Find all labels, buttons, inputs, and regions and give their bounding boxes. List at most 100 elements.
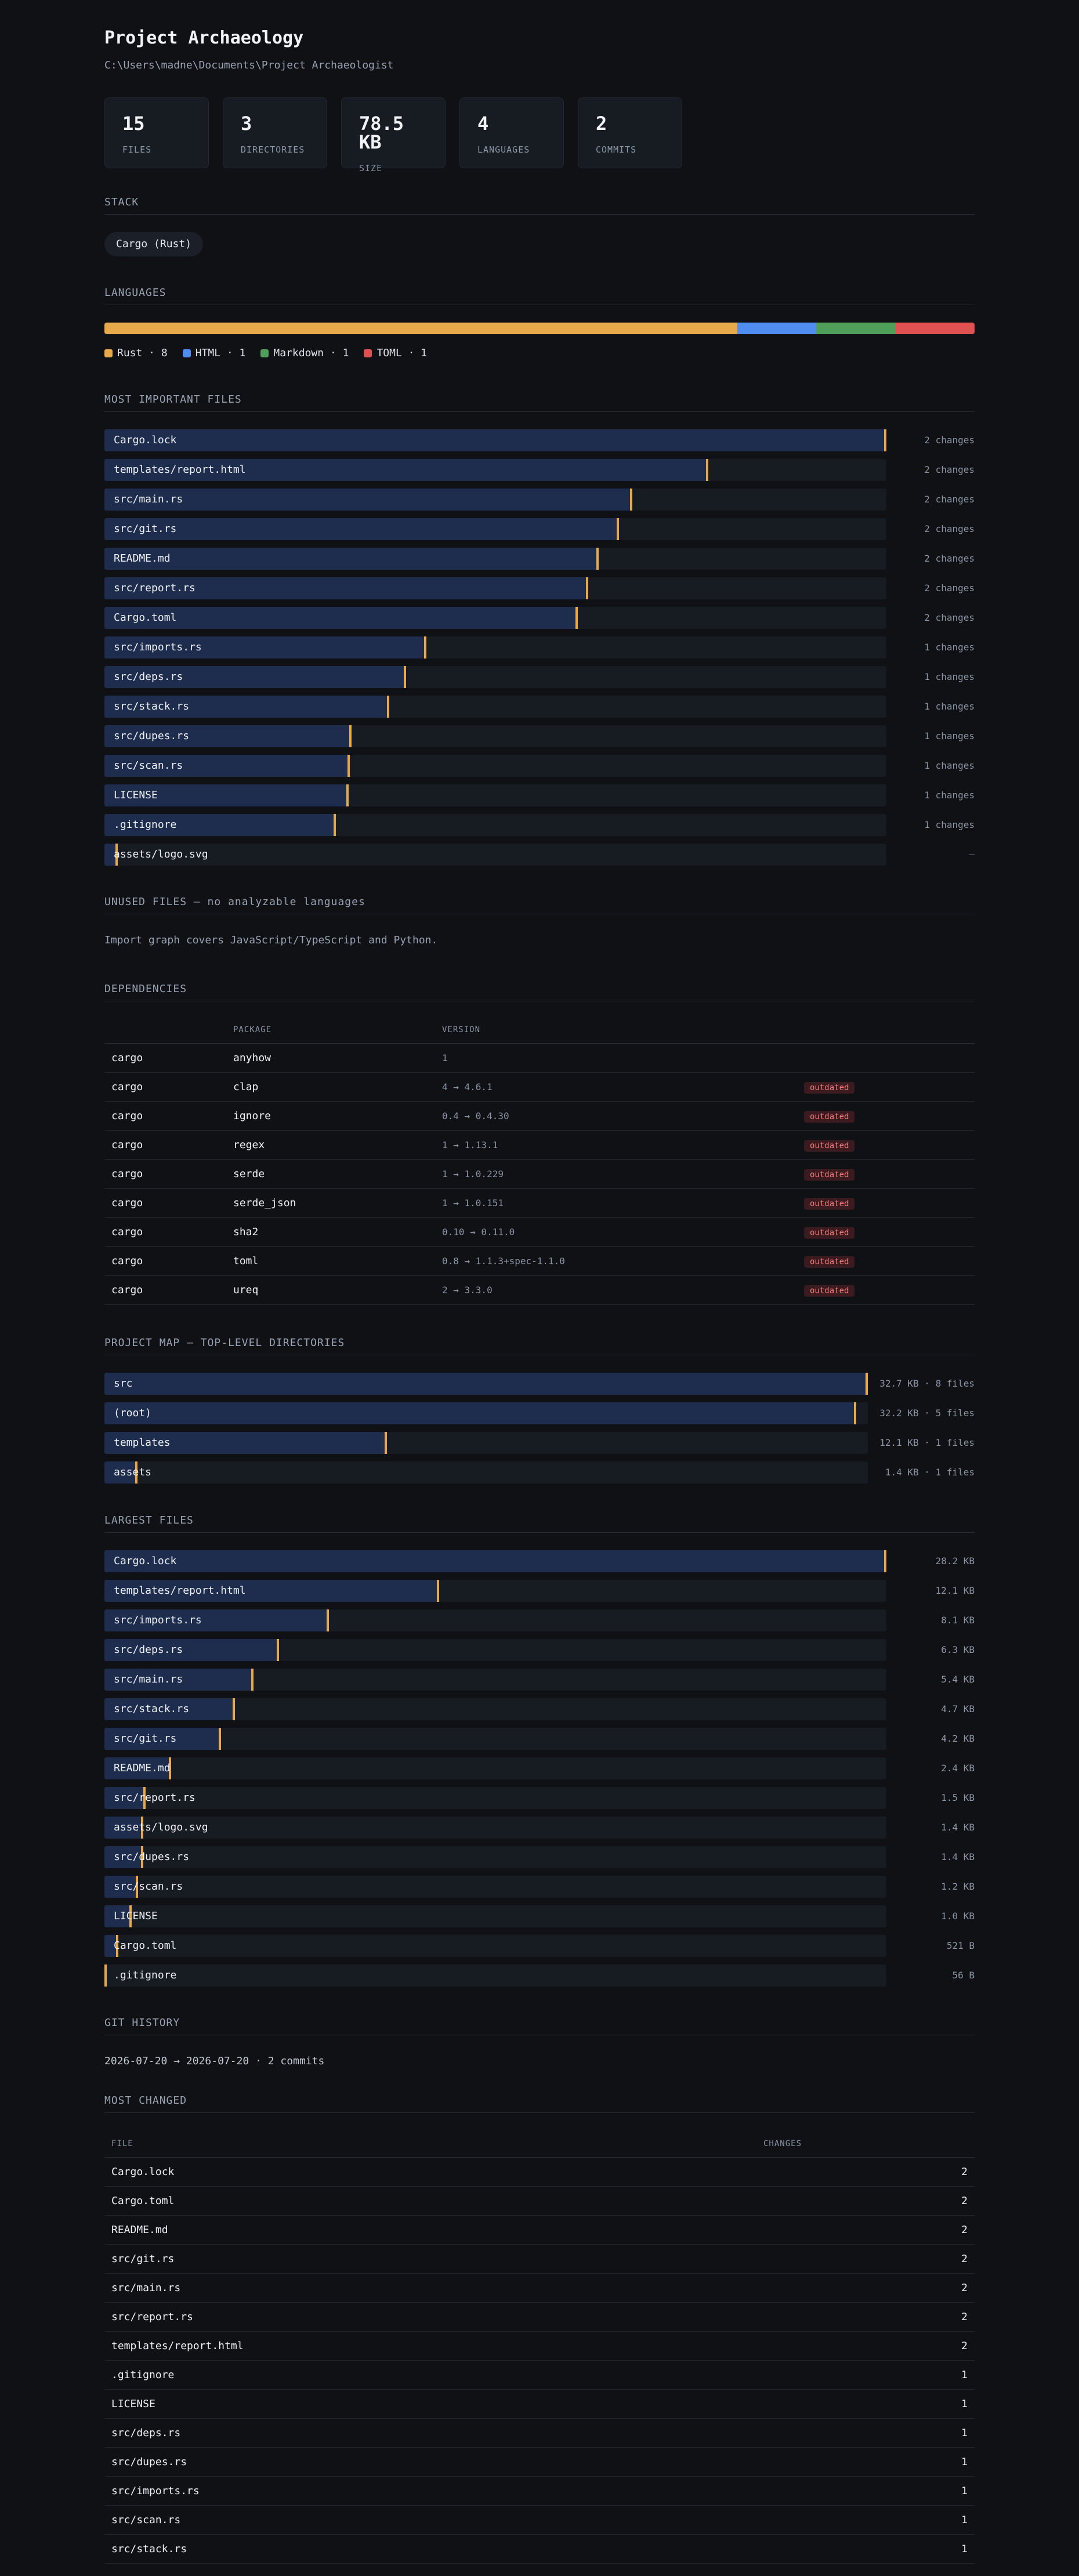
row-meta: 8.1 KB — [941, 1615, 975, 1626]
language-segment — [104, 323, 737, 334]
language-legend: Rust · 8 HTML · 1 Markdown · 1 TOML · 1 — [104, 347, 427, 359]
legend-label: Rust · 8 — [117, 347, 168, 359]
file-row[interactable]: src/git.rs 2 changes — [104, 518, 975, 548]
row-name: src/git.rs — [114, 523, 177, 535]
stat-languages: 4 LANGUAGES — [459, 97, 564, 168]
status-cell: outdated — [797, 1275, 975, 1305]
file-row[interactable]: .gitignore 56 B — [104, 1964, 975, 1994]
bar-marker — [630, 489, 632, 511]
file-row[interactable]: src/dupes.rs 1.4 KB — [104, 1846, 975, 1876]
row-name: Cargo.lock — [114, 434, 177, 446]
file-row[interactable]: src/main.rs 2 changes — [104, 489, 975, 518]
bar-fill — [104, 459, 708, 481]
bar-marker — [575, 607, 578, 629]
file-row[interactable]: src/main.rs 5.4 KB — [104, 1669, 975, 1698]
file-row[interactable]: assets/logo.svg — — [104, 844, 975, 873]
row-name: src/imports.rs — [114, 641, 202, 653]
row-meta: — — [969, 849, 975, 860]
file-row[interactable]: src/scan.rs 1 changes — [104, 755, 975, 784]
file-row[interactable]: src/dupes.rs 1 changes — [104, 725, 975, 755]
table-row: cargo anyhow 1 — [104, 1043, 975, 1073]
bar-fill — [104, 1669, 254, 1691]
column-header-changes: CHANGES — [756, 2130, 975, 2158]
row-meta: 1.2 KB — [941, 1881, 975, 1892]
file-row[interactable]: src/scan.rs 1.2 KB — [104, 1876, 975, 1905]
status-cell — [797, 1043, 975, 1073]
row-name: src/git.rs — [114, 1732, 177, 1745]
bar-fill — [104, 577, 588, 599]
stat-value: 3 — [241, 113, 252, 135]
section-heading-dependencies: DEPENDENCIES — [104, 978, 975, 1001]
file-row[interactable]: src/stack.rs 1 changes — [104, 696, 975, 725]
file-row[interactable]: README.md 2.4 KB — [104, 1757, 975, 1787]
bar-fill — [104, 1787, 146, 1809]
file-cell: Cargo.lock — [104, 2157, 756, 2187]
row-name: src/scan.rs — [114, 759, 183, 772]
file-row[interactable]: Cargo.lock 28.2 KB — [104, 1550, 975, 1580]
bar-fill — [104, 1817, 143, 1839]
file-row[interactable]: LICENSE 1.0 KB — [104, 1905, 975, 1935]
row-meta: 28.2 KB — [935, 1555, 975, 1566]
bar-marker — [866, 1373, 868, 1395]
bar-track — [104, 636, 886, 659]
changes-cell: 1 — [756, 2418, 975, 2448]
file-cell: LICENSE — [104, 2389, 756, 2419]
table-row: cargo serde_json 1 → 1.0.151 outdated — [104, 1188, 975, 1218]
bar-fill — [104, 607, 578, 629]
legend-swatch-icon — [364, 349, 372, 357]
row-name: src/dupes.rs — [114, 730, 190, 742]
file-row[interactable]: Cargo.toml 521 B — [104, 1935, 975, 1964]
directory-row[interactable]: templates 12.1 KB · 1 files — [104, 1432, 975, 1461]
bar-marker — [116, 1935, 118, 1957]
row-meta: 4.7 KB — [941, 1703, 975, 1714]
file-row[interactable]: src/deps.rs 6.3 KB — [104, 1639, 975, 1669]
file-cell: src/stack.rs — [104, 2534, 756, 2564]
file-row[interactable]: src/stack.rs 4.7 KB — [104, 1698, 975, 1728]
row-name: src/deps.rs — [114, 1644, 183, 1656]
file-row[interactable]: src/deps.rs 1 changes — [104, 666, 975, 696]
legend-item: HTML · 1 — [182, 347, 246, 359]
directory-row[interactable]: (root) 32.2 KB · 5 files — [104, 1402, 975, 1432]
file-row[interactable]: LICENSE 1 changes — [104, 784, 975, 814]
ecosystem-cell: cargo — [104, 1130, 226, 1160]
file-row[interactable]: src/imports.rs 8.1 KB — [104, 1609, 975, 1639]
file-row[interactable]: Cargo.lock 2 changes — [104, 429, 975, 459]
changes-cell: 1 — [756, 2476, 975, 2506]
bar-marker — [233, 1698, 235, 1720]
bar-track — [104, 577, 886, 599]
row-meta: 12.1 KB · 1 files — [879, 1437, 975, 1448]
dependencies-table: PACKAGE VERSION cargo anyhow 1 cargo clap 4 →… — [104, 1016, 975, 1305]
file-row[interactable]: Cargo.toml 2 changes — [104, 607, 975, 636]
row-name: assets/logo.svg — [114, 848, 208, 860]
directory-row[interactable]: src 32.7 KB · 8 files — [104, 1373, 975, 1402]
file-row[interactable]: assets/logo.svg 1.4 KB — [104, 1817, 975, 1846]
bar-marker — [424, 636, 426, 659]
row-name: src/main.rs — [114, 1673, 183, 1685]
table-row: cargo clap 4 → 4.6.1 outdated — [104, 1072, 975, 1102]
legend-label: HTML · 1 — [195, 347, 246, 359]
bar-marker — [884, 429, 886, 451]
bar-track — [104, 518, 886, 540]
file-row[interactable]: src/git.rs 4.2 KB — [104, 1728, 975, 1757]
stat-directories: 3 DIRECTORIES — [223, 97, 327, 168]
bar-fill — [104, 666, 406, 688]
changes-cell: 1 — [756, 2447, 975, 2477]
changes-cell: 2 — [756, 2302, 975, 2332]
bar-fill — [104, 1757, 171, 1779]
row-name: Cargo.lock — [114, 1555, 177, 1567]
file-row[interactable]: .gitignore 1 changes — [104, 814, 975, 844]
project-map-list: src 32.7 KB · 8 files (root) 32.2 KB · 5 fi… — [104, 1373, 975, 1491]
row-meta: 1 changes — [924, 701, 975, 712]
version-cell: 0.4 → 0.4.30 — [435, 1101, 797, 1131]
bar-track — [104, 1728, 886, 1750]
file-row[interactable]: README.md 2 changes — [104, 548, 975, 577]
bar-track — [104, 1373, 868, 1395]
file-row[interactable]: src/imports.rs 1 changes — [104, 636, 975, 666]
row-name: templates/report.html — [114, 1584, 246, 1597]
row-meta: 2 changes — [924, 612, 975, 623]
file-row[interactable]: templates/report.html 2 changes — [104, 459, 975, 489]
file-row[interactable]: src/report.rs 1.5 KB — [104, 1787, 975, 1817]
file-row[interactable]: src/report.rs 2 changes — [104, 577, 975, 607]
directory-row[interactable]: assets 1.4 KB · 1 files — [104, 1461, 975, 1491]
file-row[interactable]: templates/report.html 12.1 KB — [104, 1580, 975, 1609]
